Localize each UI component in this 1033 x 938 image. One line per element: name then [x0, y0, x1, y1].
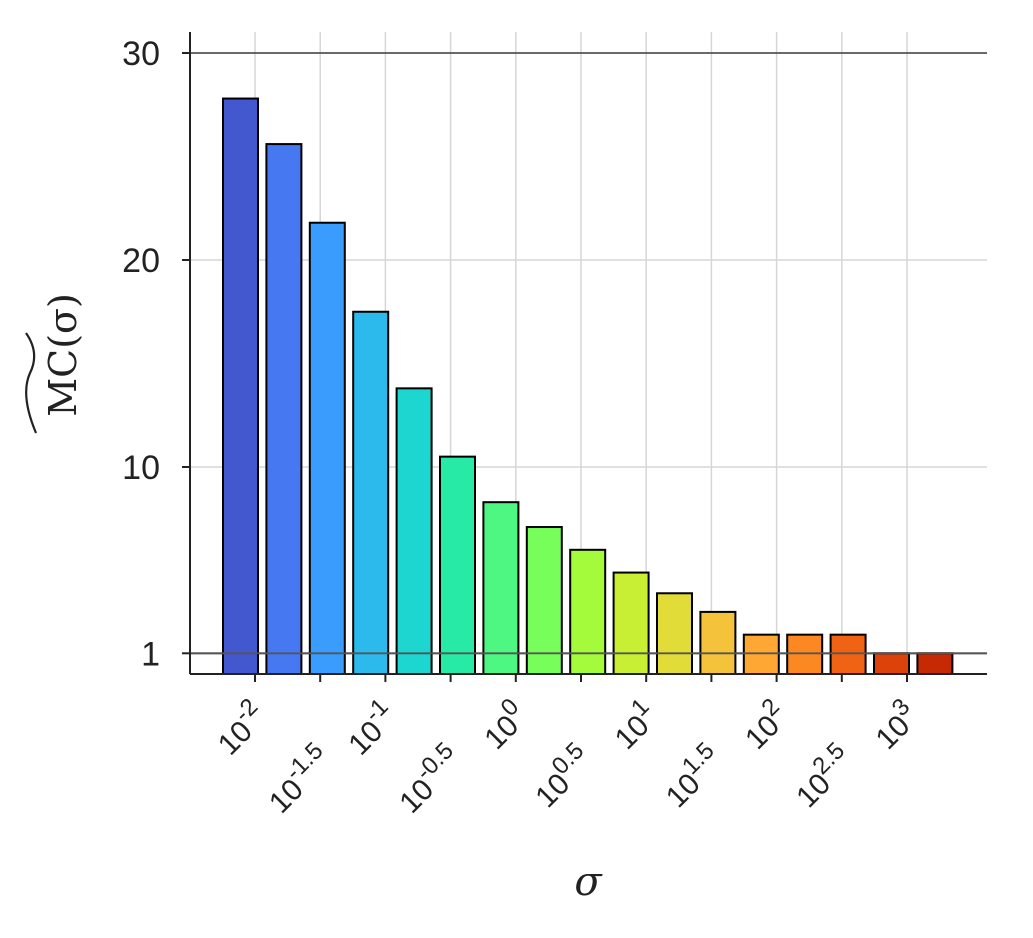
bar: [265, 143, 303, 675]
bar: [742, 633, 780, 675]
x-tick-label-text: 10-0.5: [387, 737, 470, 820]
bar: [699, 610, 737, 676]
x-tick-label: 102: [733, 693, 796, 756]
x-tick-label-text: 10-2: [206, 693, 274, 761]
x-tick-labels: 10-210-1.5 10-110-0.5100100.5101101.51021…: [206, 693, 926, 820]
x-tick-label-text: 101: [602, 693, 665, 756]
x-axis-label: σ: [574, 859, 603, 905]
x-tick-label: 10-2: [206, 693, 274, 761]
x-tick-label-text: 103: [863, 693, 926, 756]
bar: [829, 633, 867, 675]
x-tick-label: 100: [472, 693, 535, 756]
x-tick-label: 103: [863, 693, 926, 756]
y-tick-label: 20: [122, 242, 160, 280]
x-tick-label-text: 10-1.5: [257, 737, 340, 820]
x-tick-label-text: 100: [472, 693, 535, 756]
x-tick-label: 10-0.5: [387, 737, 470, 820]
x-tick-label-text: 102: [733, 693, 796, 756]
x-tick-label: 10-1: [336, 693, 404, 761]
bar: [916, 652, 954, 675]
bar: [308, 221, 346, 676]
bar: [569, 548, 607, 675]
x-tick-label: 101: [602, 693, 665, 756]
bar: [873, 652, 910, 675]
x-tick-label-text: 102.5: [784, 737, 861, 814]
x-tick-label: 102.5: [784, 737, 861, 814]
x-tick-label-text: 100.5: [523, 737, 600, 814]
x-tick-label: 10-1.5: [257, 737, 340, 820]
y-tick-label: 1: [141, 635, 160, 673]
bar: [786, 633, 824, 675]
y-axis-label-text: MC(σ): [41, 293, 85, 417]
y-axis-label: MC(σ): [25, 293, 85, 434]
bar: [525, 526, 563, 676]
y-tick-label: 10: [122, 449, 160, 487]
x-tick-label: 100.5: [523, 737, 600, 814]
bars: [190, 97, 987, 676]
y-tick-label: 30: [122, 35, 160, 73]
bar: [482, 501, 520, 675]
x-tick-label: 101.5: [653, 737, 730, 814]
axes: [182, 32, 987, 682]
x-tick-label-text: 101.5: [653, 737, 730, 814]
x-tick-label-text: 10-1: [336, 693, 404, 761]
bar: [222, 97, 259, 676]
bar: [656, 592, 693, 676]
bar: [395, 387, 433, 675]
bar: [352, 310, 390, 675]
bar: [439, 455, 476, 675]
bar: [612, 571, 650, 676]
y-axis-label-hat: [25, 332, 38, 434]
y-tick-labels: 1 10 20 30: [122, 35, 160, 673]
